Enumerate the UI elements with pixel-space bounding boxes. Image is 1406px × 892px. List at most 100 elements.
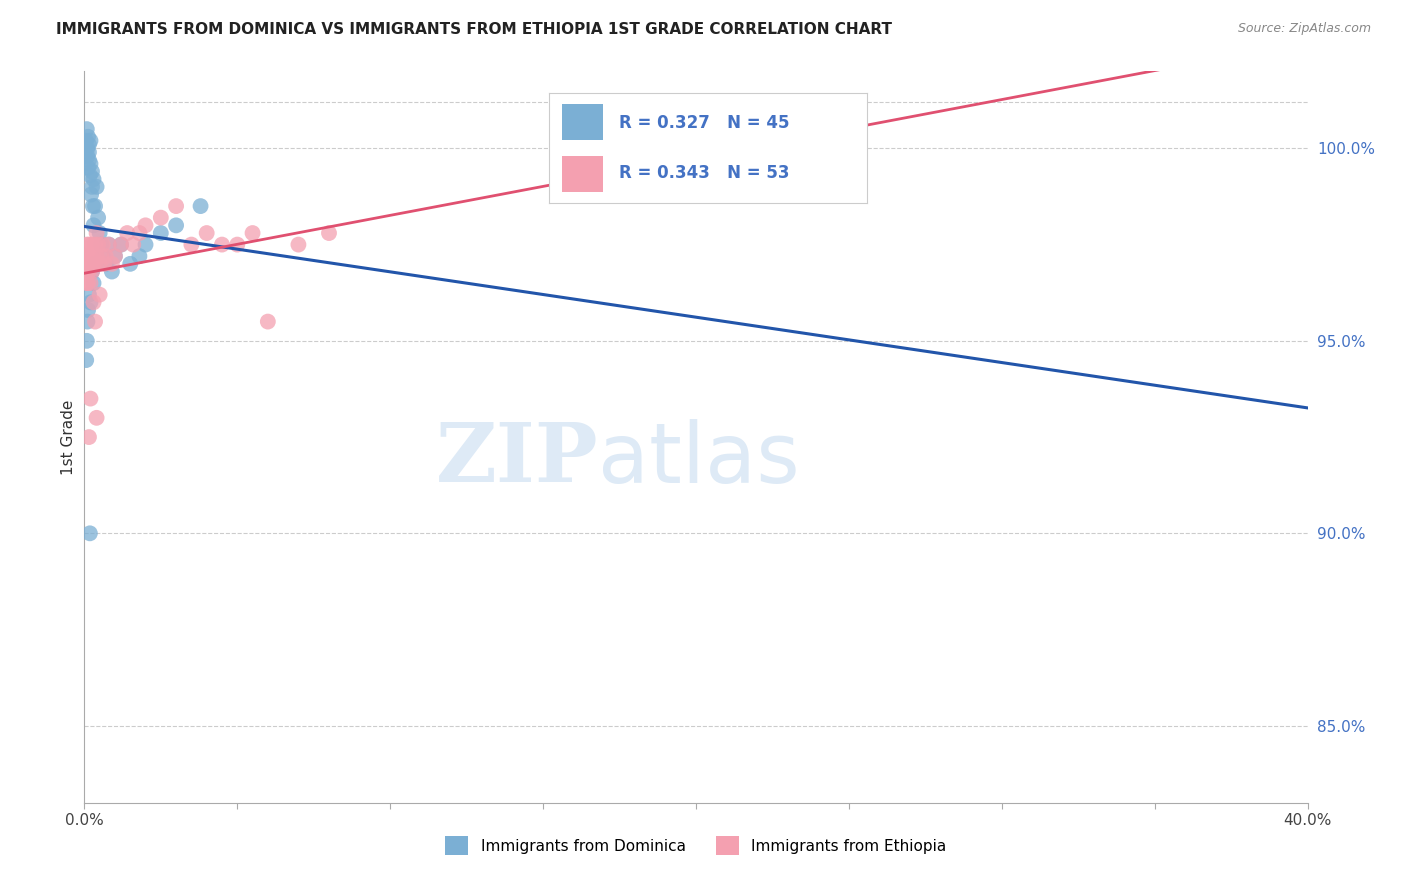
Point: [79, 295, 101, 310]
Point: [83, 295, 105, 310]
Point: [94, 257, 117, 271]
Point: [83, 249, 105, 263]
Text: Source: ZipAtlas.com: Source: ZipAtlas.com: [1237, 22, 1371, 36]
Text: IMMIGRANTS FROM DOMINICA VS IMMIGRANTS FROM ETHIOPIA 1ST GRADE CORRELATION CHART: IMMIGRANTS FROM DOMINICA VS IMMIGRANTS F…: [56, 22, 893, 37]
Point: [84, 237, 107, 252]
Point: [90, 237, 112, 252]
Point: [83, 172, 105, 186]
Point: [211, 237, 233, 252]
Point: [77, 287, 100, 301]
Point: [104, 249, 127, 263]
Point: [76, 141, 98, 155]
Legend: Immigrants from Dominica, Immigrants from Ethiopia: Immigrants from Dominica, Immigrants fro…: [439, 830, 953, 861]
Point: [226, 237, 249, 252]
Point: [110, 237, 132, 252]
Point: [82, 199, 104, 213]
Point: [87, 237, 110, 252]
Point: [76, 122, 98, 136]
Point: [93, 257, 115, 271]
Point: [77, 430, 100, 444]
Point: [76, 315, 98, 329]
Point: [89, 226, 111, 240]
Point: [149, 211, 172, 225]
Point: [77, 145, 100, 160]
Point: [115, 226, 138, 240]
Point: [90, 249, 112, 263]
Point: [87, 211, 110, 225]
Point: [77, 129, 100, 144]
Text: atlas: atlas: [598, 418, 800, 500]
Point: [76, 257, 98, 271]
Point: [318, 226, 340, 240]
Point: [79, 157, 101, 171]
Point: [82, 257, 104, 271]
Point: [91, 237, 114, 252]
Point: [101, 264, 124, 278]
Point: [97, 237, 120, 252]
Point: [84, 199, 107, 213]
Point: [80, 257, 103, 271]
Point: [89, 287, 111, 301]
Point: [75, 353, 97, 368]
Point: [77, 161, 100, 175]
Point: [77, 249, 100, 263]
Point: [79, 249, 101, 263]
Point: [104, 249, 127, 263]
Point: [80, 164, 103, 178]
Point: [79, 257, 101, 271]
Point: [76, 276, 98, 290]
Point: [165, 219, 187, 233]
Point: [86, 410, 108, 425]
Point: [77, 237, 100, 252]
Point: [75, 249, 97, 263]
Point: [149, 226, 172, 240]
Point: [79, 276, 101, 290]
Point: [79, 134, 101, 148]
Point: [135, 219, 157, 233]
Point: [84, 257, 107, 271]
Point: [77, 303, 100, 318]
Point: [77, 153, 100, 167]
Point: [165, 199, 187, 213]
Point: [79, 392, 101, 406]
Point: [80, 187, 103, 202]
Point: [257, 315, 280, 329]
Point: [101, 257, 124, 271]
Point: [86, 249, 108, 263]
Point: [80, 237, 103, 252]
Point: [110, 237, 132, 252]
Point: [76, 264, 98, 278]
Point: [80, 264, 103, 278]
Point: [242, 226, 264, 240]
Point: [128, 249, 150, 263]
Point: [80, 179, 103, 194]
Point: [128, 226, 150, 240]
Point: [76, 149, 98, 163]
Point: [89, 257, 111, 271]
Point: [180, 237, 202, 252]
Point: [86, 226, 108, 240]
Point: [83, 219, 105, 233]
Point: [86, 179, 108, 194]
Point: [76, 237, 98, 252]
Point: [76, 334, 98, 348]
Point: [75, 134, 97, 148]
Point: [77, 264, 100, 278]
Point: [84, 257, 107, 271]
Point: [83, 276, 105, 290]
Point: [84, 315, 107, 329]
Point: [122, 237, 145, 252]
Point: [135, 237, 157, 252]
Point: [94, 249, 117, 263]
Point: [77, 276, 100, 290]
Y-axis label: 1st Grade: 1st Grade: [60, 400, 76, 475]
Point: [120, 257, 142, 271]
Text: ZIP: ZIP: [436, 419, 598, 499]
Point: [79, 169, 101, 183]
Point: [97, 237, 120, 252]
Point: [80, 264, 103, 278]
Point: [287, 237, 309, 252]
Point: [190, 199, 212, 213]
Point: [195, 226, 218, 240]
Point: [79, 526, 101, 541]
